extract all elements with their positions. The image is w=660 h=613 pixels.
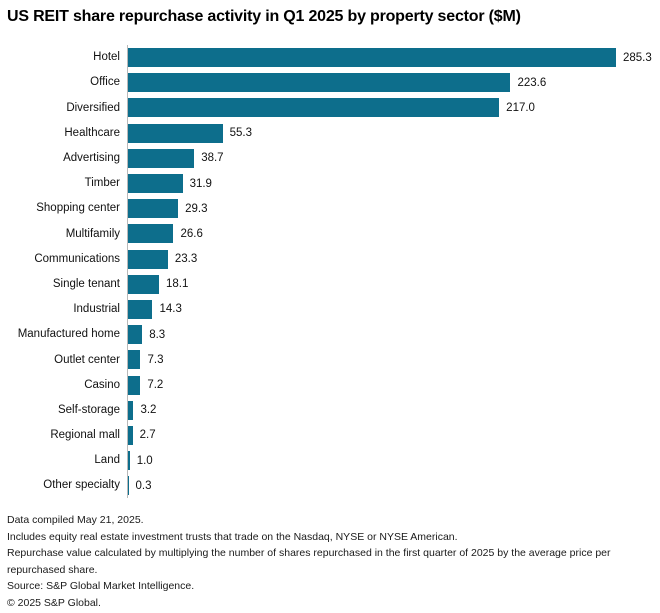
chart-row: Shopping center 29.3	[0, 196, 660, 222]
bar	[128, 451, 130, 471]
chart-row: Self-storage 3.2	[0, 397, 660, 423]
bar-track: 3.2	[127, 397, 660, 423]
value-label: 3.2	[140, 404, 157, 417]
footnote-line: Data compiled May 21, 2025.	[7, 514, 144, 526]
value-label: 8.3	[149, 328, 166, 341]
value-label: 7.3	[147, 353, 164, 366]
category-label: Self-storage	[57, 403, 120, 416]
value-label: 18.1	[165, 278, 189, 291]
bar-track: 7.3	[127, 347, 660, 373]
bar-track: 0.3	[127, 473, 660, 499]
category-label: Multifamily	[65, 227, 120, 240]
value-label: 1.0	[136, 454, 153, 467]
bar-track: 31.9	[127, 170, 660, 197]
category-label: Communications	[34, 252, 120, 265]
chart-row: Other specialty 0.3	[0, 473, 660, 499]
chart-row: Healthcare 55.3	[0, 120, 660, 146]
category-label: Land	[94, 454, 120, 467]
category-label: Industrial	[73, 303, 120, 316]
bar	[128, 48, 616, 68]
category-label: Timber	[84, 177, 120, 190]
bar-track: 285.3	[127, 45, 660, 71]
category-label: Shopping center	[36, 202, 120, 215]
value-label: 285.3	[623, 51, 652, 64]
chart-row: Office 223.6	[0, 70, 660, 96]
footnote-line: Includes equity real estate investment t…	[7, 530, 458, 543]
bar-track: 7.2	[127, 372, 660, 398]
chart-row: Outlet center 7.3	[0, 347, 660, 373]
bar	[128, 425, 133, 445]
bar-track: 18.1	[127, 271, 660, 297]
bar-track: 38.7	[127, 145, 660, 171]
category-label: Advertising	[63, 152, 120, 165]
bar	[128, 375, 141, 395]
bar	[128, 199, 179, 219]
chart-row: Single tenant 18.1	[0, 271, 660, 297]
bar-track: 217.0	[127, 95, 660, 121]
bar-track: 2.7	[127, 422, 660, 448]
bar-chart: Hotel 285.3 Office 223.6 Diversified 217.0 Hea…	[0, 45, 660, 499]
chart-row: Regional mall 2.7	[0, 422, 660, 448]
bar	[128, 299, 153, 319]
category-label: Healthcare	[64, 126, 120, 139]
chart-row: Diversified 217.0	[0, 95, 660, 121]
chart-row: Multifamily 26.6	[0, 221, 660, 247]
bar-track: 1.0	[127, 448, 660, 474]
value-label: 7.2	[147, 379, 164, 392]
bar	[128, 98, 500, 118]
value-label: 55.3	[229, 127, 252, 140]
value-label: 217.0	[506, 101, 535, 114]
chart-row: Land 1.0	[0, 448, 660, 474]
bar	[128, 274, 159, 294]
bar-track: 55.3	[127, 120, 660, 146]
value-label: 0.3	[135, 479, 152, 492]
bar-track: 223.6	[127, 70, 660, 96]
bar	[128, 73, 511, 93]
bar	[128, 325, 143, 345]
category-label: Office	[90, 76, 120, 89]
category-label: Casino	[84, 378, 120, 391]
value-label: 29.3	[185, 202, 208, 215]
chart-row: Casino 7.2	[0, 372, 660, 398]
bar	[128, 350, 141, 370]
footnote-line: Source: S&P Global Market Intelligence.	[7, 580, 195, 592]
value-label: 2.7	[139, 429, 156, 442]
footnote-line: © 2025 S&P Global.	[7, 596, 101, 609]
chart-row: Communications 23.3	[0, 246, 660, 272]
value-label: 223.6	[517, 76, 547, 89]
category-label: Single tenant	[52, 277, 120, 290]
value-label: 14.3	[159, 303, 182, 316]
footnote-line: Repurchase value calculated by multiplyi…	[7, 547, 611, 576]
value-label: 31.9	[189, 177, 212, 190]
chart-row: Advertising 38.7	[0, 145, 660, 171]
bar	[128, 174, 183, 194]
bar	[128, 123, 223, 143]
value-label: 26.6	[180, 227, 203, 240]
category-label: Hotel	[93, 51, 120, 64]
category-label: Other specialty	[43, 479, 120, 492]
chart-row: Manufactured home 8.3	[0, 322, 660, 348]
bar	[128, 148, 195, 168]
chart-row: Timber 31.9	[0, 170, 660, 197]
bar	[128, 400, 134, 420]
bar-track: 23.3	[127, 246, 660, 272]
category-label: Regional mall	[50, 429, 120, 442]
chart-row: Hotel 285.3	[0, 45, 660, 71]
category-label: Manufactured home	[17, 328, 120, 341]
bar-track: 14.3	[127, 296, 660, 323]
footnotes: Data compiled May 21, 2025. Includes equi…	[7, 512, 655, 611]
value-label: 38.7	[201, 152, 224, 165]
value-label: 23.3	[174, 253, 198, 266]
category-label: Diversified	[66, 101, 120, 114]
bar	[128, 476, 129, 496]
bar	[128, 249, 168, 269]
category-label: Outlet center	[54, 353, 120, 366]
chart-title: US REIT share repurchase activity in Q1 …	[7, 8, 521, 25]
bar	[128, 224, 174, 244]
chart-row: Industrial 14.3	[0, 296, 660, 323]
bar-track: 26.6	[127, 221, 660, 247]
bar-track: 29.3	[127, 196, 660, 222]
bar-track: 8.3	[127, 322, 660, 348]
